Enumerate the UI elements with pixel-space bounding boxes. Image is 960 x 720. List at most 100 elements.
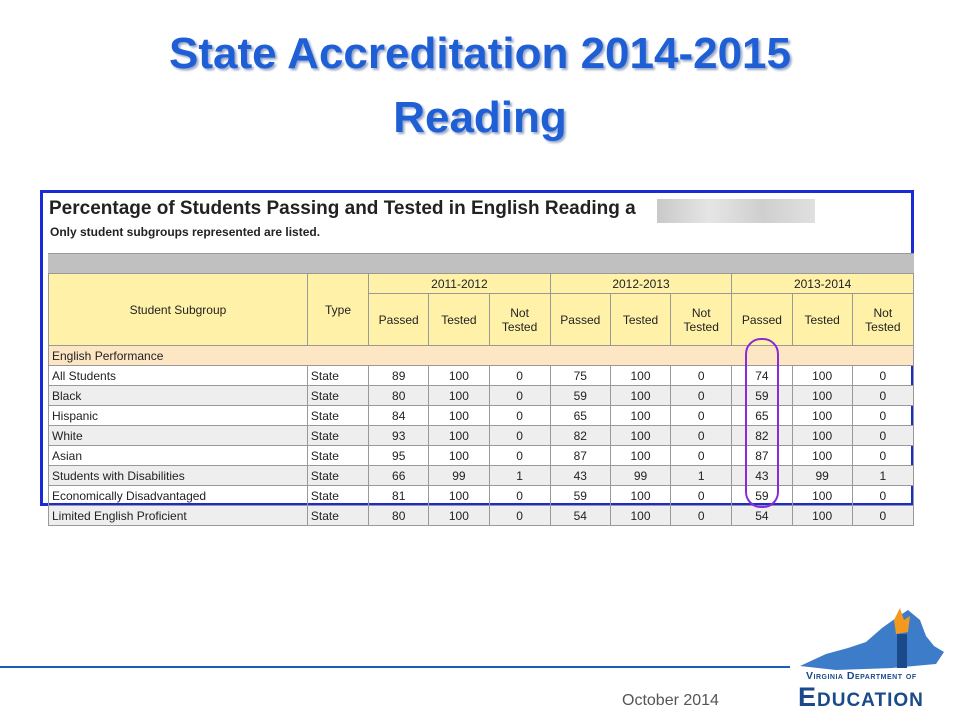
value-cell: 0 [670,505,733,526]
value-cell: 100 [428,485,490,506]
value-cell: 0 [670,445,733,466]
logo-text-line1: Virginia Department of [806,670,917,682]
subgroup-name: Hispanic [48,405,308,426]
value-cell: 100 [428,365,490,386]
table-row: Hispanic State 84 100 0 65 100 0 65 100 0 [48,405,915,426]
value-cell: 0 [670,385,733,406]
col-tested-header: Tested [791,293,853,346]
value-cell: 65 [549,405,611,426]
value-cell: 0 [670,405,733,426]
subgroup-type: State [306,385,370,406]
value-cell: 100 [609,385,672,406]
col-passed-header: Passed [731,293,793,346]
value-cell: 100 [428,425,490,446]
value-cell: 80 [368,505,430,526]
value-cell: 99 [428,465,490,486]
value-cell: 93 [368,425,430,446]
col-not-tested-header: Not Tested [851,293,915,346]
value-cell: 43 [549,465,611,486]
value-cell: 0 [488,445,551,466]
subgroup-type: State [306,405,370,426]
value-cell: 0 [488,385,551,406]
col-not-tested-header: Not Tested [488,293,551,346]
value-cell: 82 [549,425,611,446]
value-cell: 66 [368,465,430,486]
section-label: English Performance [48,345,914,366]
footer-rule [0,666,790,668]
table-row: Asian State 95 100 0 87 100 0 87 100 0 [48,445,915,466]
value-cell: 100 [428,505,490,526]
value-cell: 54 [731,505,793,526]
value-cell: 100 [609,365,672,386]
subgroup-name: All Students [48,365,308,386]
highlight-circle [745,338,779,508]
value-cell: 100 [609,405,672,426]
results-table: Student Subgroup Type 2011-2012 2012-201… [48,273,915,526]
subgroup-name: Limited English Proficient [48,505,308,526]
value-cell: 100 [791,485,853,506]
year-header: 2012-2013 [549,273,733,294]
value-cell: 89 [368,365,430,386]
subgroup-name: Economically Disadvantaged [48,485,308,506]
value-cell: 75 [549,365,611,386]
col-tested-header: Tested [428,293,490,346]
subgroup-name: Students with Disabilities [48,465,308,486]
subgroup-type: State [306,505,370,526]
value-cell: 95 [368,445,430,466]
value-cell: 59 [549,485,611,506]
footer-date: October 2014 [622,692,719,709]
subgroup-type: State [306,485,370,506]
value-cell: 100 [791,365,853,386]
subgroup-name: White [48,425,308,446]
value-cell: 100 [609,485,672,506]
value-cell: 100 [609,425,672,446]
slide-title-line1: State Accreditation 2014-2015 [169,29,791,78]
subgroup-type: State [306,465,370,486]
table-row: All Students State 89 100 0 75 100 0 74 100 0 [48,365,915,386]
report-heading: Percentage of Students Passing and Teste… [49,198,636,219]
value-cell: 0 [488,505,551,526]
value-cell: 100 [791,505,853,526]
table-row: White State 93 100 0 82 100 0 82 100 0 [48,425,915,446]
col-tested-header: Tested [609,293,672,346]
table-row: Economically Disadvantaged State 81 100 0 59 1… [48,485,915,506]
table-row: Students with Disabilities State 66 99 1 43 99… [48,465,915,486]
value-cell: 81 [368,485,430,506]
value-cell: 0 [851,405,915,426]
value-cell: 0 [851,385,915,406]
value-cell: 0 [851,505,915,526]
value-cell: 0 [488,425,551,446]
value-cell: 100 [791,405,853,426]
value-cell: 0 [670,485,733,506]
logo-text-line2: Education [798,682,924,712]
value-cell: 99 [609,465,672,486]
value-cell: 1 [670,465,733,486]
year-header: 2013-2014 [731,273,914,294]
value-cell: 0 [488,365,551,386]
col-type-header: Type [306,273,370,346]
value-cell: 100 [791,445,853,466]
value-cell: 100 [791,425,853,446]
subgroup-type: State [306,365,370,386]
report-panel: Percentage of Students Passing and Teste… [40,190,915,526]
subgroup-name: Asian [48,445,308,466]
year-header: 2011-2012 [368,273,551,294]
table-row: Limited English Proficient State 80 100 0 54 1… [48,505,915,526]
value-cell: 1 [488,465,551,486]
value-cell: 1 [851,465,915,486]
value-cell: 0 [851,365,915,386]
value-cell: 0 [670,365,733,386]
col-not-tested-header: Not Tested [670,293,733,346]
value-cell: 80 [368,385,430,406]
subgroup-name: Black [48,385,308,406]
value-cell: 0 [851,445,915,466]
report-note: Only student subgroups represented are l… [50,225,321,239]
col-passed-header: Passed [549,293,611,346]
value-cell: 100 [609,505,672,526]
value-cell: 0 [488,405,551,426]
value-cell: 100 [609,445,672,466]
value-cell: 100 [428,385,490,406]
value-cell: 100 [428,445,490,466]
subgroup-type: State [306,425,370,446]
value-cell: 0 [851,425,915,446]
